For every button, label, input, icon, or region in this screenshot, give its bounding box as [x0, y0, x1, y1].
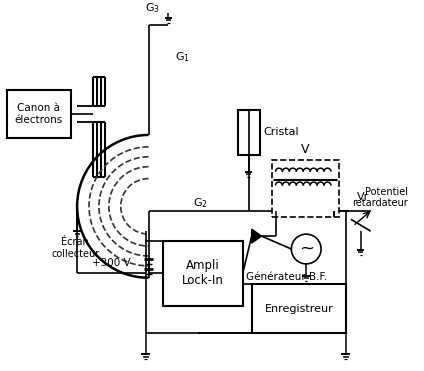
Text: Ampli
Lock-In: Ampli Lock-In: [182, 259, 224, 287]
Circle shape: [291, 234, 321, 264]
Text: G$_2$: G$_2$: [192, 197, 207, 210]
Text: Canon à
électrons: Canon à électrons: [14, 104, 63, 125]
Bar: [163, 241, 243, 306]
Bar: [7, 90, 71, 138]
Text: Vr: Vr: [357, 193, 369, 203]
Bar: [238, 110, 259, 155]
Text: Écran
collecteur: Écran collecteur: [51, 237, 99, 259]
Text: Générateur B.F.: Générateur B.F.: [246, 272, 327, 282]
Bar: [252, 284, 346, 333]
Text: G$_1$: G$_1$: [175, 51, 190, 65]
Text: +300 V: +300 V: [92, 258, 131, 268]
Text: Enregistreur: Enregistreur: [265, 303, 333, 313]
Text: Potentiel
retardateur: Potentiel retardateur: [353, 187, 408, 208]
Polygon shape: [252, 229, 262, 243]
Bar: [271, 160, 339, 217]
Text: G$_3$: G$_3$: [145, 1, 160, 15]
Text: V: V: [301, 143, 310, 156]
Text: Cristal: Cristal: [264, 128, 299, 138]
Text: ~: ~: [299, 240, 314, 258]
